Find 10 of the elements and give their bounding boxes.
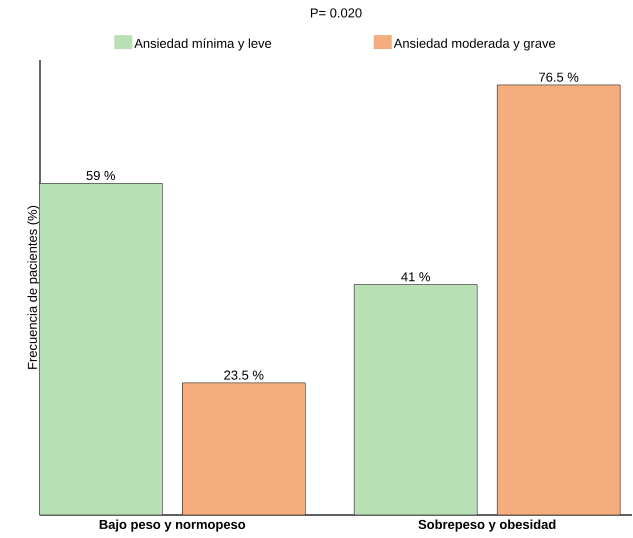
data-label: 76.5 % bbox=[539, 72, 578, 82]
data-label: 23.5 % bbox=[224, 370, 264, 380]
data-label: 59 % bbox=[86, 170, 116, 180]
x-tick-label: Bajo peso y normopeso bbox=[100, 520, 246, 532]
x-tick-label: Sobrepeso y obesidad bbox=[418, 520, 556, 532]
legend-label: Ansiedad moderada y grave bbox=[394, 38, 556, 50]
legend-label: Ansiedad mínima y leve bbox=[134, 38, 272, 51]
data-label: 41 % bbox=[401, 272, 430, 282]
chart-title: P= 0.020 bbox=[310, 8, 362, 18]
y-axis-title: Frecuencia de pacientes (%) bbox=[27, 206, 40, 369]
